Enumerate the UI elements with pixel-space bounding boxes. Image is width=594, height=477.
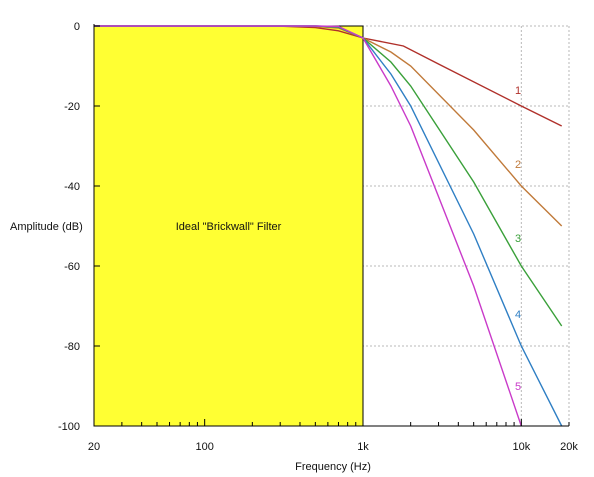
y-tick-label: -60 [64, 261, 80, 273]
series-label-1: 1 [515, 85, 521, 97]
x-axis-ticks: 20 100 1k 10k 20k [88, 419, 578, 453]
x-tick-label: 100 [195, 441, 213, 453]
x-axis-title: Frequency (Hz) [295, 461, 371, 473]
x-tick-label: 20 [88, 441, 100, 453]
x-tick-label: 20k [560, 441, 578, 453]
x-tick-label: 10k [512, 441, 530, 453]
series-lines: 1 2 3 4 5 [93, 25, 563, 427]
series-line-5 [94, 25, 522, 427]
brickwall-label: Ideal "Brickwall" Filter [176, 221, 282, 233]
series-label-4: 4 [515, 309, 521, 321]
series-label-5: 5 [515, 381, 521, 393]
axes [93, 24, 569, 427]
x-tick-label: 1k [357, 441, 369, 453]
y-tick-label: 0 [74, 21, 80, 33]
series-label-2: 2 [515, 159, 521, 171]
y-axis-title: Amplitude (dB) [10, 221, 83, 233]
y-tick-label: -80 [64, 341, 80, 353]
series-label-3: 3 [515, 233, 521, 245]
y-tick-label: -40 [64, 181, 80, 193]
y-axis-ticks: 0 -20 -40 -60 -80 -100 [58, 21, 100, 433]
y-tick-label: -100 [58, 421, 80, 433]
brickwall-region [93, 25, 364, 427]
y-tick-label: -20 [64, 101, 80, 113]
